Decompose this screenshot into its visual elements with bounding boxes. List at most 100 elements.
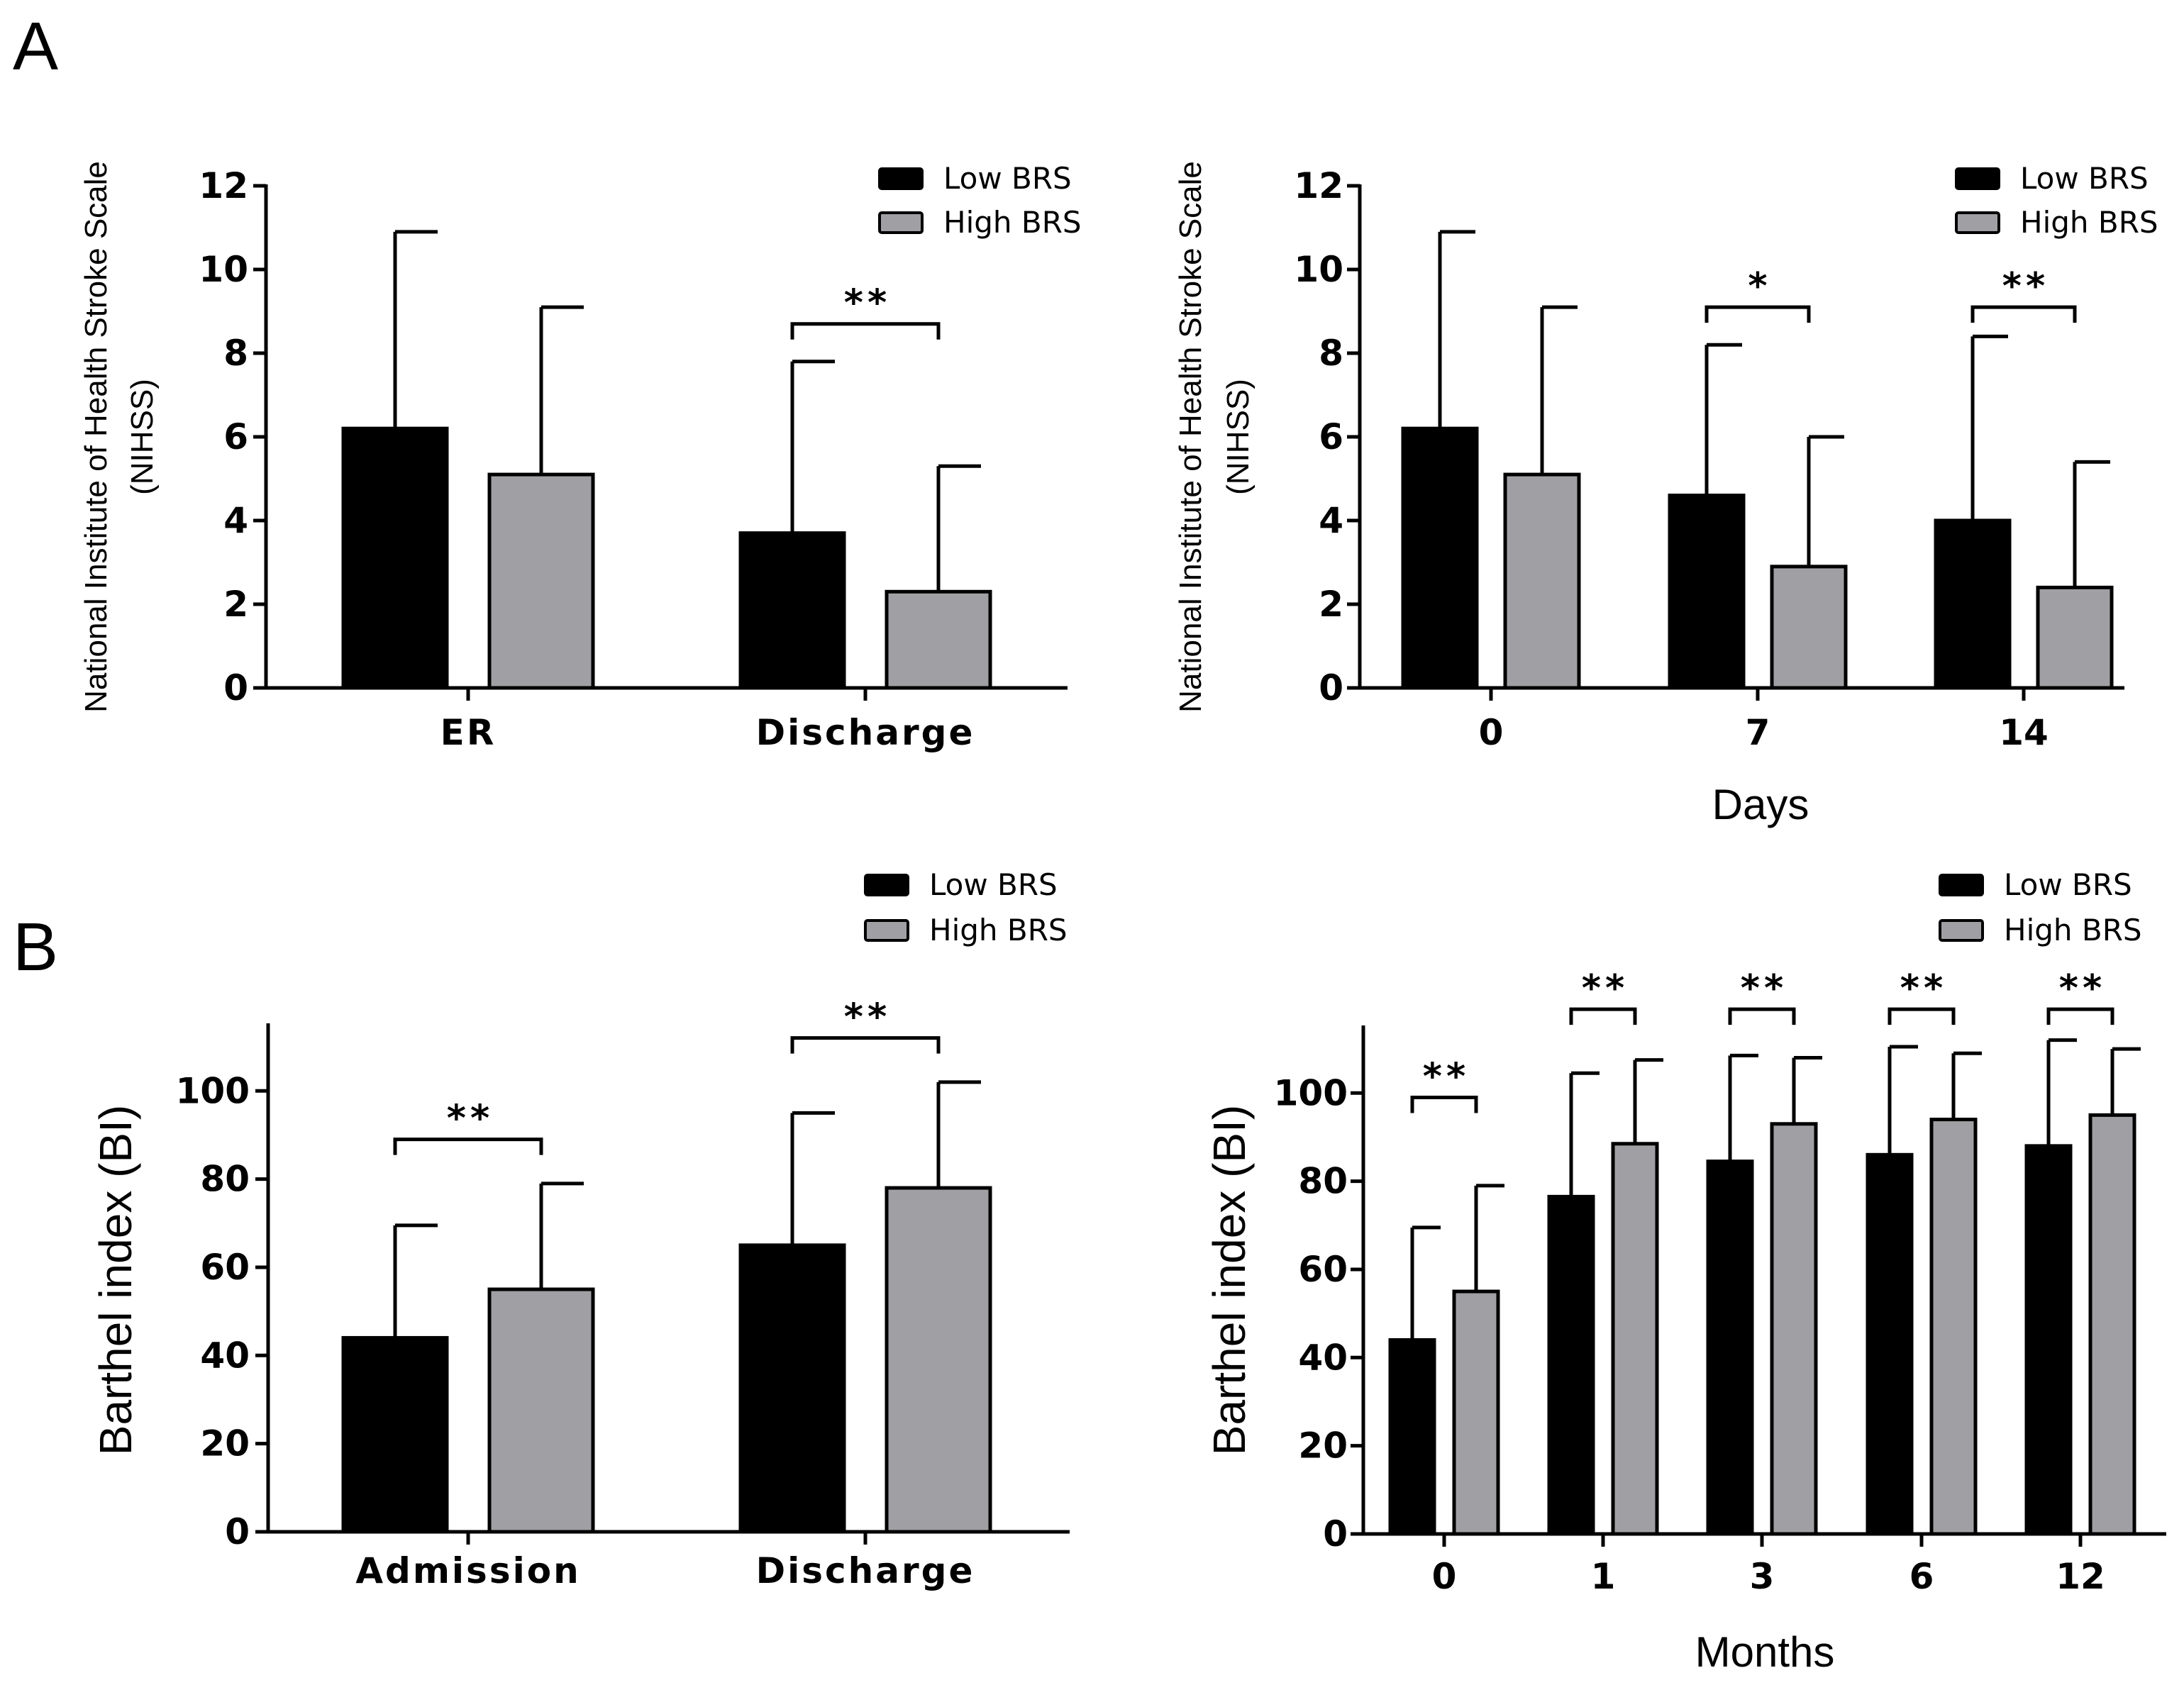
y-tick-label: 40 xyxy=(200,1335,250,1376)
y-axis-label: Barthel index (BI) xyxy=(1204,1105,1255,1455)
y-tick-label: 6 xyxy=(1319,416,1343,457)
significance-label: ** xyxy=(1423,1055,1470,1098)
legend-swatch-high-brs xyxy=(1939,919,1984,942)
bar-high-brs xyxy=(1503,472,1581,690)
y-tick-label: 4 xyxy=(223,500,248,541)
significance-label: ** xyxy=(1582,967,1629,1010)
bar-high-brs xyxy=(1452,1289,1500,1536)
x-category-label: Admission xyxy=(355,1550,580,1591)
bar-high-brs xyxy=(1929,1118,1978,1536)
y-tick-label: 0 xyxy=(1319,667,1343,708)
y-tick-label: 12 xyxy=(199,165,248,206)
bar-low-brs xyxy=(1401,426,1479,690)
bar-high-brs xyxy=(885,1186,992,1534)
bar-low-brs xyxy=(1866,1152,1914,1536)
legend-swatch-high-brs xyxy=(1955,211,2000,234)
y-tick-label: 20 xyxy=(200,1423,250,1464)
x-category-label: Discharge xyxy=(756,1550,975,1591)
chart-b-barthel-admission-discharge: 0 20 40 60 80 100 Barthel index (BI) Admission D… xyxy=(90,867,1070,1591)
significance-bracket xyxy=(1970,305,2077,323)
bar-low-brs xyxy=(1934,518,2012,690)
x-category-label: 6 xyxy=(1909,1556,1934,1597)
significance-bracket xyxy=(2046,1007,2114,1025)
x-category-label: ER xyxy=(440,712,497,753)
bar-high-brs xyxy=(885,589,992,690)
y-tick-label: 8 xyxy=(1319,333,1343,374)
significance-label: ** xyxy=(1900,967,1947,1010)
bar-low-brs xyxy=(1668,494,1746,690)
significance-bracket xyxy=(1410,1095,1478,1113)
legend-label-low-brs: Low BRS xyxy=(2020,161,2149,196)
y-tick-label: 0 xyxy=(1323,1513,1348,1555)
x-category-label: 7 xyxy=(1746,712,1770,753)
bar-high-brs xyxy=(1611,1142,1659,1536)
bar-low-brs xyxy=(2024,1144,2073,1536)
y-axis-label: (NIHSS) xyxy=(125,379,160,495)
y-tick-label: 100 xyxy=(176,1070,250,1111)
bar-high-brs xyxy=(2088,1113,2136,1536)
y-tick-label: 10 xyxy=(1294,249,1343,290)
significance-label: ** xyxy=(2002,265,2049,308)
y-axis-label: Barthel index (BI) xyxy=(90,1105,141,1455)
chart-a-nihss-er-discharge: 0 2 4 6 8 10 12 National Institute of Health St… xyxy=(79,161,1082,753)
y-tick-label: 40 xyxy=(1298,1337,1348,1378)
significance-bracket xyxy=(1704,305,1811,323)
x-category-label: 1 xyxy=(1591,1556,1616,1597)
y-axis-label: (NIHSS) xyxy=(1221,379,1255,495)
panel-letter-b: B xyxy=(13,909,58,985)
legend-swatch-low-brs xyxy=(1955,167,2000,190)
bar-high-brs xyxy=(1770,565,1848,690)
y-tick-label: 6 xyxy=(223,416,248,457)
x-category-label: 14 xyxy=(1999,712,2049,753)
y-tick-label: 60 xyxy=(1298,1249,1348,1290)
legend-swatch-low-brs xyxy=(864,874,909,896)
y-tick-label: 4 xyxy=(1319,500,1343,541)
x-category-label: 12 xyxy=(2056,1556,2105,1597)
significance-bracket xyxy=(393,1138,543,1155)
y-axis-label: National Institute of Health Stroke Scal… xyxy=(1173,161,1208,713)
bar-high-brs xyxy=(1770,1122,1818,1536)
significance-label: ** xyxy=(2059,967,2106,1010)
legend-label-low-brs: Low BRS xyxy=(929,867,1058,902)
y-tick-label: 12 xyxy=(1294,165,1343,206)
legend-swatch-low-brs xyxy=(1939,874,1984,896)
bar-high-brs xyxy=(487,472,595,690)
bar-low-brs xyxy=(738,531,846,690)
chart-a-nihss-days: 0 2 4 6 8 10 12 National Institute of Health St… xyxy=(1173,161,2158,828)
legend-swatch-high-brs xyxy=(864,919,909,942)
y-tick-label: 0 xyxy=(223,667,248,708)
y-tick-label: 80 xyxy=(1298,1161,1348,1202)
y-tick-label: 100 xyxy=(1274,1072,1348,1113)
legend-swatch-high-brs xyxy=(878,211,924,234)
legend-label-high-brs: High BRS xyxy=(2020,205,2158,240)
significance-bracket xyxy=(1569,1007,1637,1025)
y-tick-label: 10 xyxy=(199,249,248,290)
y-tick-label: 2 xyxy=(223,584,248,625)
legend-label-high-brs: High BRS xyxy=(943,205,1082,240)
significance-bracket xyxy=(1888,1007,1956,1025)
legend-swatch-low-brs xyxy=(878,167,924,190)
x-category-label: Discharge xyxy=(756,712,975,753)
bar-low-brs xyxy=(1547,1194,1595,1536)
panel-letter-a: A xyxy=(13,9,58,84)
y-tick-label: 8 xyxy=(223,333,248,374)
bar-low-brs xyxy=(1706,1160,1754,1536)
significance-label: ** xyxy=(1741,967,1787,1010)
bar-low-brs xyxy=(341,1335,449,1534)
y-tick-label: 20 xyxy=(1298,1425,1348,1467)
bar-low-brs xyxy=(738,1243,846,1534)
significance-label: ** xyxy=(447,1098,494,1140)
significance-label: ** xyxy=(844,282,891,325)
significance-bracket xyxy=(1728,1007,1796,1025)
bar-high-brs xyxy=(2036,585,2114,690)
y-tick-label: 0 xyxy=(225,1511,250,1552)
x-category-label: 0 xyxy=(1432,1556,1457,1597)
bar-low-brs xyxy=(341,426,449,690)
significance-label: ** xyxy=(844,996,891,1039)
significance-bracket xyxy=(790,322,941,340)
chart-b-barthel-months: 0 20 40 60 80 100 Barthel index (BI) 0 1 3 6 12 ** **… xyxy=(1204,867,2166,1676)
significance-bracket xyxy=(790,1036,941,1054)
bar-low-brs xyxy=(1388,1338,1436,1536)
y-tick-label: 2 xyxy=(1319,584,1343,625)
legend-label-high-brs: High BRS xyxy=(929,913,1068,947)
